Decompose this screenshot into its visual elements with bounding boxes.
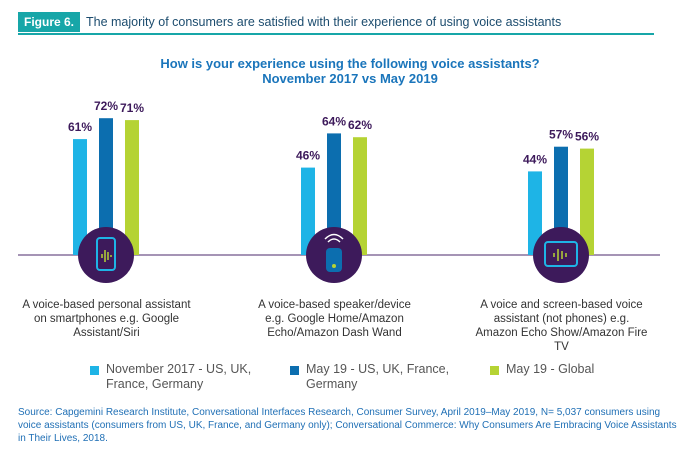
category-label: A voice and screen-based voice assistant…	[475, 299, 648, 353]
header-rule	[18, 33, 654, 35]
category-label: A voice-based speaker/device e.g. Google…	[258, 299, 411, 339]
bar	[353, 137, 367, 255]
source-note: Source: Capgemini Research Institute, Co…	[18, 407, 677, 444]
value-label: 62%	[348, 118, 372, 132]
icon-speaker	[306, 227, 362, 283]
icon-screen	[533, 227, 589, 283]
icon-phone	[78, 227, 134, 283]
value-label: 61%	[68, 120, 92, 134]
value-label: 71%	[120, 101, 144, 115]
legend-swatch	[490, 366, 499, 375]
category-label: A voice-based personal assistant on smar…	[22, 299, 191, 339]
legend-swatch	[290, 366, 299, 375]
bar	[73, 139, 87, 255]
legend-label: May 19 - US, UK, France, Germany	[306, 362, 450, 391]
bar	[125, 120, 139, 255]
bar	[99, 118, 113, 255]
legend-label: November 2017 - US, UK, France, Germany	[106, 362, 252, 391]
bar	[327, 133, 341, 255]
legend-swatch	[90, 366, 99, 375]
header-title: The majority of consumers are satisfied …	[86, 15, 562, 29]
bars: 61% 46% 44% 72% 64% 57% 71% 62% 56%	[68, 99, 599, 255]
legend-label: May 19 - Global	[506, 362, 595, 376]
bar	[580, 148, 594, 255]
value-label: 57%	[549, 128, 573, 142]
value-label: 64%	[322, 114, 346, 128]
chart-subtitle: November 2017 vs May 2019	[262, 71, 438, 86]
value-label: 56%	[575, 130, 599, 144]
bar	[528, 171, 542, 255]
bar	[301, 167, 315, 255]
value-label: 72%	[94, 99, 118, 113]
chart-titles: How is your experience using the followi…	[0, 56, 700, 86]
value-label: 46%	[296, 149, 320, 163]
value-label: 44%	[523, 152, 547, 166]
chart-title: How is your experience using the followi…	[160, 56, 540, 71]
figure-label: Figure 6.	[18, 12, 81, 32]
